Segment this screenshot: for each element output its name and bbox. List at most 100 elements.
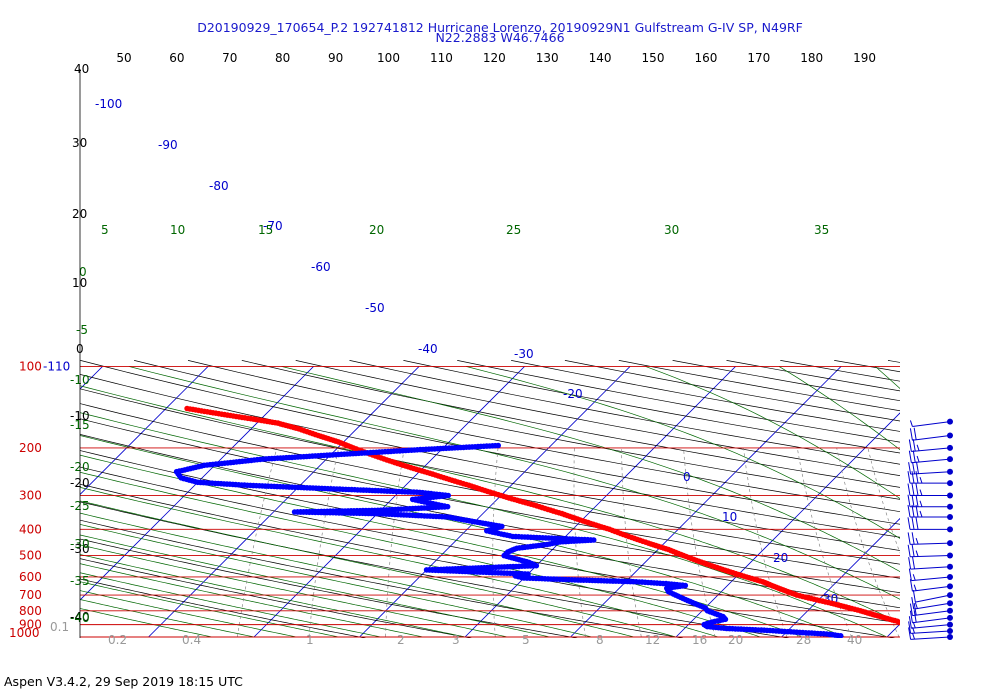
wind-barb-flag (908, 462, 912, 475)
mixing-ratio-label: 40 (847, 633, 862, 647)
footer-text: Aspen V3.4.2, 29 Sep 2019 18:15 UTC (4, 674, 243, 689)
top-label: 170 (747, 51, 770, 65)
dry-adiabat (80, 578, 367, 638)
dry-adiabat (80, 374, 900, 538)
dry-adiabat (887, 360, 900, 363)
wind-barb-flag (907, 517, 911, 530)
wind-barb-staff (912, 421, 951, 427)
temperature-point (955, 634, 961, 640)
wind-barb-flag (912, 633, 916, 640)
chart-subtitle: N22.2883 W46.7466 (435, 30, 565, 45)
wind-barb-staff (910, 471, 951, 475)
wind-barb (909, 427, 953, 441)
wind-barb (908, 616, 953, 629)
mixing-ratio-line (236, 447, 278, 638)
mixing-ratio-label: 1 (306, 633, 314, 647)
dry-adiabat (80, 403, 900, 565)
wind-barb (908, 568, 953, 582)
isotherm-label-left: -110 (43, 359, 70, 373)
wind-barb (908, 627, 953, 640)
wind-barb (907, 532, 953, 547)
wind-barb-flag (907, 532, 911, 545)
wind-barb (908, 461, 953, 475)
wind-barb (909, 603, 953, 617)
wind-barb-flag (907, 544, 911, 557)
isotherm-label: -30 (514, 347, 534, 361)
wind-barb-staff (911, 447, 951, 453)
moist-adiabat (80, 608, 212, 638)
mixing-ratio-label: 20 (728, 633, 743, 647)
isotherm-line (993, 366, 1000, 637)
moist-adiabat-label-left: -5 (76, 323, 88, 337)
moist-adiabat-label: 35 (814, 223, 829, 237)
wind-barb-flag (908, 616, 912, 629)
wind-barb (907, 471, 953, 487)
wind-barb-flag (916, 444, 920, 451)
temperature-point (919, 627, 925, 633)
isotherm-line (80, 366, 209, 496)
mixing-ratio-label: 8 (596, 633, 604, 647)
wind-barb-flag (913, 584, 917, 591)
dry-adiabat (726, 360, 900, 392)
moist-adiabat (80, 599, 255, 638)
moist-adiabat (80, 534, 550, 638)
wind-barb (911, 597, 953, 610)
dry-adiabat (80, 450, 900, 609)
wind-barb (907, 494, 953, 510)
wind-barb-flag (912, 556, 916, 570)
wind-barb-flag (915, 537, 919, 545)
pressure-label: 200 (19, 441, 42, 455)
mixing-ratio-label: 3 (452, 633, 460, 647)
temperature-point (902, 622, 908, 628)
dry-adiabat (80, 418, 900, 579)
dry-adiabat (80, 558, 473, 638)
pressure-label: 400 (19, 522, 42, 536)
isotherm-label: -100 (95, 97, 122, 111)
wind-barb-staff (912, 617, 951, 624)
moist-adiabat (80, 500, 677, 638)
wind-barb-flag (909, 579, 913, 592)
wind-barb-flag (919, 510, 923, 518)
moist-adiabat (80, 590, 297, 638)
wind-barb-staff (910, 542, 951, 545)
wind-barb-flag (909, 428, 913, 441)
pressure-label: 700 (19, 588, 42, 602)
wind-barb (907, 544, 953, 559)
moist-adiabat-label: 20 (369, 223, 384, 237)
moist-adiabat (80, 554, 466, 638)
pressure-label: 100 (19, 359, 42, 373)
wind-barb-staff (911, 458, 951, 464)
temperature-point (953, 634, 959, 640)
isotherm-label: -90 (158, 138, 178, 152)
isotherm-label: -60 (311, 260, 331, 274)
wind-barb-flag (915, 550, 919, 557)
isotherm-label: 10 (722, 510, 737, 524)
dewpoint-point (495, 442, 502, 449)
wind-barb-staff (910, 630, 951, 634)
wind-barb-flag (915, 471, 919, 484)
temperature-point (184, 405, 190, 412)
dry-adiabat (457, 360, 900, 443)
wind-barb-flag (911, 532, 915, 545)
wind-barb-flag (911, 517, 915, 530)
dry-adiabat (241, 360, 900, 488)
wind-barb-flag (908, 621, 912, 634)
mixing-ratio-label: 0.1 (50, 620, 69, 634)
moist-adiabat (645, 366, 900, 499)
dry-adiabat (80, 538, 579, 638)
temperature-label-left: 40 (74, 62, 89, 76)
wind-barb-flag (916, 455, 920, 463)
isotherm-line (80, 366, 314, 601)
wind-barb-staff (911, 576, 951, 582)
isotherm-label: -80 (209, 179, 229, 193)
wind-barb-staff (912, 585, 951, 592)
moist-adiabat (281, 366, 900, 572)
pressure-label: 1000 (9, 626, 40, 640)
wind-barb-flag (911, 494, 915, 507)
isotherm-label: -40 (418, 342, 438, 356)
moist-adiabat (80, 581, 339, 638)
wind-barb-flag (909, 420, 913, 427)
mixing-ratio-line (968, 448, 1000, 643)
top-label: 190 (853, 51, 876, 65)
